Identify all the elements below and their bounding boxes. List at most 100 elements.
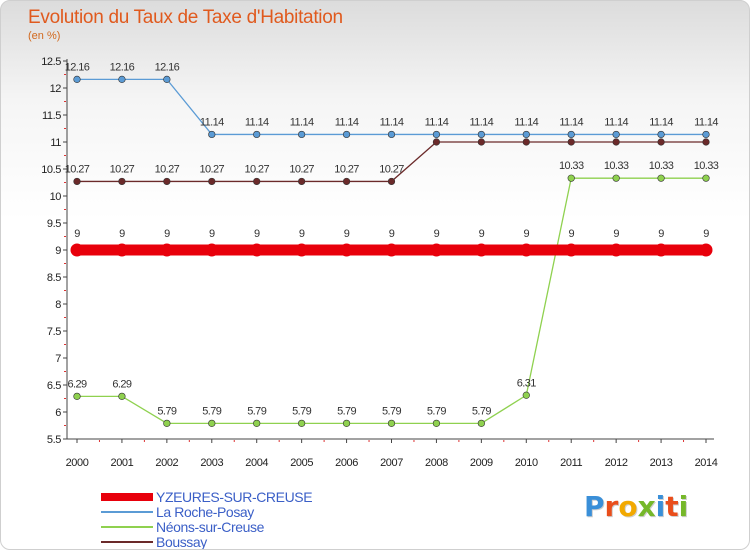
data-label: 12.16 xyxy=(110,61,135,73)
y-tick-label: 12 xyxy=(50,83,62,95)
data-point-2 xyxy=(567,174,575,182)
data-point-0 xyxy=(250,243,264,257)
data-label: 5.79 xyxy=(202,405,221,417)
legend-swatch-yzeures xyxy=(101,493,153,501)
data-label: 11.14 xyxy=(245,116,269,128)
x-tick-label: 2002 xyxy=(155,457,178,469)
data-point-2 xyxy=(432,419,441,427)
proxiti-logo: Proxiti xyxy=(584,490,688,523)
data-point-2 xyxy=(73,392,81,400)
x-tick-label: 2004 xyxy=(245,457,268,469)
data-point-0 xyxy=(160,243,174,257)
logo-letter: i xyxy=(678,490,689,523)
data-point-1 xyxy=(163,75,171,83)
data-label: 9 xyxy=(703,228,709,240)
logo-letter: t xyxy=(665,490,679,523)
y-tick-label: 10.5 xyxy=(41,164,61,176)
data-label: 5.79 xyxy=(247,405,266,417)
x-tick-label: 2012 xyxy=(605,457,628,469)
data-label: 11.14 xyxy=(694,116,718,128)
data-point-3 xyxy=(477,138,485,146)
y-tick-label: 10 xyxy=(50,191,62,203)
x-tick-label: 2007 xyxy=(380,457,403,469)
data-label: 10.27 xyxy=(244,163,269,175)
data-label: 9 xyxy=(164,228,170,240)
x-tick-label: 2009 xyxy=(470,457,493,469)
data-point-0 xyxy=(474,243,488,257)
legend-swatch-boussay xyxy=(101,541,153,543)
x-tick-label: 2008 xyxy=(425,457,448,469)
data-point-3 xyxy=(163,177,171,186)
data-point-2 xyxy=(387,419,396,427)
data-point-3 xyxy=(73,177,81,186)
data-point-3 xyxy=(612,138,620,146)
data-point-2 xyxy=(208,419,216,427)
data-point-2 xyxy=(522,391,530,399)
data-point-1 xyxy=(253,130,261,139)
data-point-3 xyxy=(567,138,575,146)
x-tick-label: 2014 xyxy=(695,457,718,469)
data-label: 10.27 xyxy=(289,163,314,175)
data-point-0 xyxy=(205,243,219,257)
chart-title: Evolution du Taux de Taxe d'Habitation xyxy=(28,7,343,28)
data-point-0 xyxy=(519,243,533,257)
legend-swatch-la-roche-posay xyxy=(101,511,153,513)
x-tick-label: 2011 xyxy=(560,457,582,469)
data-point-1 xyxy=(432,130,441,139)
data-point-2 xyxy=(298,419,306,427)
y-tick-label: 5.5 xyxy=(47,434,61,446)
data-label: 10.33 xyxy=(694,160,719,172)
data-label: 10.33 xyxy=(604,160,629,172)
data-label: 11.14 xyxy=(290,116,314,128)
data-point-1 xyxy=(612,130,620,139)
data-point-3 xyxy=(342,177,351,186)
data-label: 11.14 xyxy=(425,116,449,128)
y-tick-label: 12.5 xyxy=(41,56,61,68)
data-label: 9 xyxy=(613,228,619,240)
data-label: 9 xyxy=(299,228,305,240)
x-tick-label: 2010 xyxy=(515,457,538,469)
y-tick-label: 8.5 xyxy=(47,272,61,284)
data-label: 9 xyxy=(119,228,125,240)
y-tick-label: 9.5 xyxy=(47,218,61,230)
data-point-0 xyxy=(115,243,129,257)
data-point-0 xyxy=(340,243,354,257)
logo-letter: x xyxy=(637,490,656,523)
data-point-2 xyxy=(477,419,485,427)
data-point-1 xyxy=(567,130,575,139)
data-point-0 xyxy=(564,243,578,257)
data-label: 10.33 xyxy=(649,160,674,172)
data-point-0 xyxy=(654,243,668,257)
x-tick-label: 2006 xyxy=(335,457,358,469)
data-label: 5.79 xyxy=(382,405,401,417)
legend-label-neons: Néons-sur-Creuse xyxy=(156,519,264,535)
data-point-2 xyxy=(118,392,126,400)
data-label: 10.33 xyxy=(559,160,584,172)
data-point-1 xyxy=(208,130,216,139)
legend-label-boussay: Boussay xyxy=(156,534,207,550)
y-tick-label: 7 xyxy=(55,353,61,365)
data-label: 9 xyxy=(479,228,485,240)
data-label: 10.27 xyxy=(155,163,180,175)
logo-letter: i xyxy=(655,490,666,523)
data-point-0 xyxy=(70,243,84,257)
y-tick-label: 8 xyxy=(55,299,61,311)
data-label: 10.27 xyxy=(334,163,359,175)
data-label: 11.14 xyxy=(469,116,493,128)
data-point-0 xyxy=(699,243,713,257)
data-label: 9 xyxy=(434,228,440,240)
data-label: 9 xyxy=(74,228,80,240)
data-label: 10.27 xyxy=(65,163,90,175)
data-point-2 xyxy=(657,174,665,182)
data-label: 11.14 xyxy=(514,116,538,128)
data-point-3 xyxy=(298,177,306,186)
data-point-2 xyxy=(253,419,261,427)
data-point-2 xyxy=(163,419,171,427)
y-axis-unit: (en %) xyxy=(28,30,61,42)
data-point-1 xyxy=(118,75,126,83)
data-point-3 xyxy=(118,177,126,186)
y-tick-label: 11.5 xyxy=(42,110,61,122)
data-point-3 xyxy=(522,138,530,146)
data-label: 9 xyxy=(389,228,395,240)
